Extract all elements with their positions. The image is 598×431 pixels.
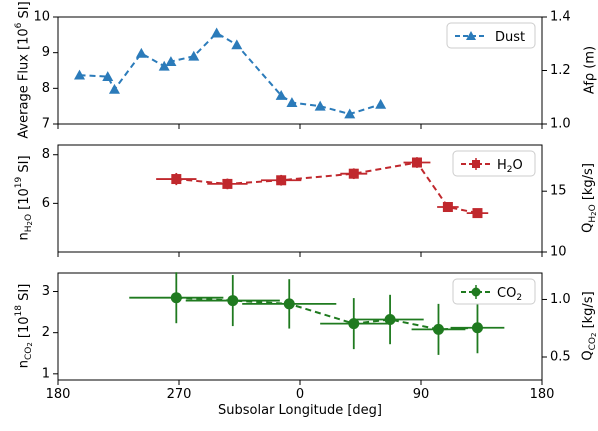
dust-y2-tick-label: 1.0 (550, 117, 571, 132)
h2o-y2-tick-label: 10 (550, 245, 567, 260)
x-tick-label: 180 (530, 387, 555, 402)
h2o-point (222, 178, 233, 189)
h2o-point (171, 174, 182, 185)
h2o-point (276, 175, 287, 186)
co2-legend-marker (471, 287, 481, 297)
h2o-y2-axis-label: QH2O [kg/s] (581, 163, 598, 233)
co2-panel: 1 2 3 0.5 1.0 nCO2 [1018 SI] QCO2 [kg/s] CO… (14, 272, 598, 381)
dust-y-axis-label: Average Flux [106 SI] (14, 1, 32, 138)
dust-y2-tick-label: 1.4 (550, 10, 571, 25)
x-tick-label: 270 (167, 387, 192, 402)
dust-point (211, 27, 223, 38)
co2-y-tick-label: 3 (42, 284, 50, 299)
dust-y2-ticks: 1.0 1.2 1.4 (542, 10, 571, 132)
h2o-point (348, 168, 359, 179)
co2-legend: CO2 (452, 278, 536, 305)
co2-point (384, 314, 396, 326)
co2-legend-box (452, 278, 536, 305)
co2-y-ticks: 1 2 3 (42, 284, 58, 381)
h2o-point (472, 208, 483, 219)
x-tick-label: 0 (296, 387, 304, 402)
x-axis-ticks: 180 270 0 90 180 (46, 124, 555, 402)
dust-legend-marker (466, 31, 476, 40)
h2o-point (411, 157, 422, 168)
h2o-legend: H2O (452, 150, 536, 177)
h2o-y2-tick-label: 15 (550, 184, 567, 199)
h2o-series-line (176, 161, 478, 215)
co2-point (471, 322, 483, 334)
dust-point (314, 100, 326, 111)
h2o-y-axis-label: nH2O [1019 SI] (14, 155, 35, 240)
h2o-legend-label: H2O (497, 158, 523, 175)
dust-y-tick-label: 7 (42, 117, 50, 132)
dust-point (231, 39, 243, 50)
dust-point (286, 97, 298, 107)
co2-y-axis-label: nCO2 [1018 SI] (14, 284, 35, 369)
x-tick-label: 180 (46, 387, 71, 402)
co2-point (227, 295, 239, 307)
co2-y-tick-label: 1 (42, 366, 50, 381)
dust-legend-label: Dust (495, 30, 525, 45)
dust-legend-box (446, 22, 536, 49)
h2o-y-tick-label: 6 (42, 196, 50, 211)
dust-point (102, 71, 114, 81)
co2-series-line (176, 296, 478, 331)
dust-point (158, 60, 170, 71)
dust-point (135, 47, 147, 58)
h2o-y2-ticks: 10 15 (542, 184, 567, 260)
co2-point (283, 298, 295, 310)
co2-point (348, 318, 360, 330)
dust-marks (74, 27, 387, 119)
h2o-point (442, 202, 453, 213)
dust-point (375, 98, 387, 109)
dust-point (188, 50, 200, 61)
dust-point (108, 83, 120, 94)
x-axis-label: Subsolar Longitude [deg] (218, 403, 382, 418)
co2-legend-label: CO2 (497, 286, 522, 303)
co2-point (432, 323, 444, 335)
dust-y2-tick-label: 1.2 (550, 63, 571, 78)
dust-y-tick-label: 8 (42, 81, 50, 96)
co2-y-tick-label: 2 (42, 325, 50, 340)
h2o-marks (156, 157, 489, 219)
dust-point (275, 89, 287, 100)
dust-y-tick-label: 9 (42, 45, 50, 60)
h2o-y-tick-label: 8 (42, 147, 50, 162)
dust-series-line (79, 31, 381, 116)
dust-y2-axis-label: Afρ (m) (583, 46, 598, 94)
co2-y2-tick-label: 1.0 (550, 292, 571, 307)
dust-point (344, 108, 356, 119)
dust-panel: 7 8 9 10 1.0 1.2 1.4 Average Flux [106 SI] Af… (14, 1, 598, 138)
co2-y2-ticks: 0.5 1.0 (542, 292, 571, 364)
h2o-y-ticks: 68 (42, 147, 58, 211)
dust-point (165, 56, 177, 66)
x-tick-label: 90 (413, 387, 430, 402)
co2-y2-axis-label: QCO2 [kg/s] (581, 291, 598, 360)
dust-legend: Dust (446, 22, 536, 49)
dust-point (74, 69, 86, 80)
co2-point (170, 292, 182, 304)
h2o-legend-marker (472, 160, 480, 168)
dust-y-tick-label: 10 (33, 10, 50, 25)
h2o-legend-box (452, 150, 536, 177)
co2-marks (129, 272, 505, 355)
dust-y-ticks: 7 8 9 10 (33, 10, 58, 132)
co2-y2-tick-label: 0.5 (550, 349, 571, 364)
